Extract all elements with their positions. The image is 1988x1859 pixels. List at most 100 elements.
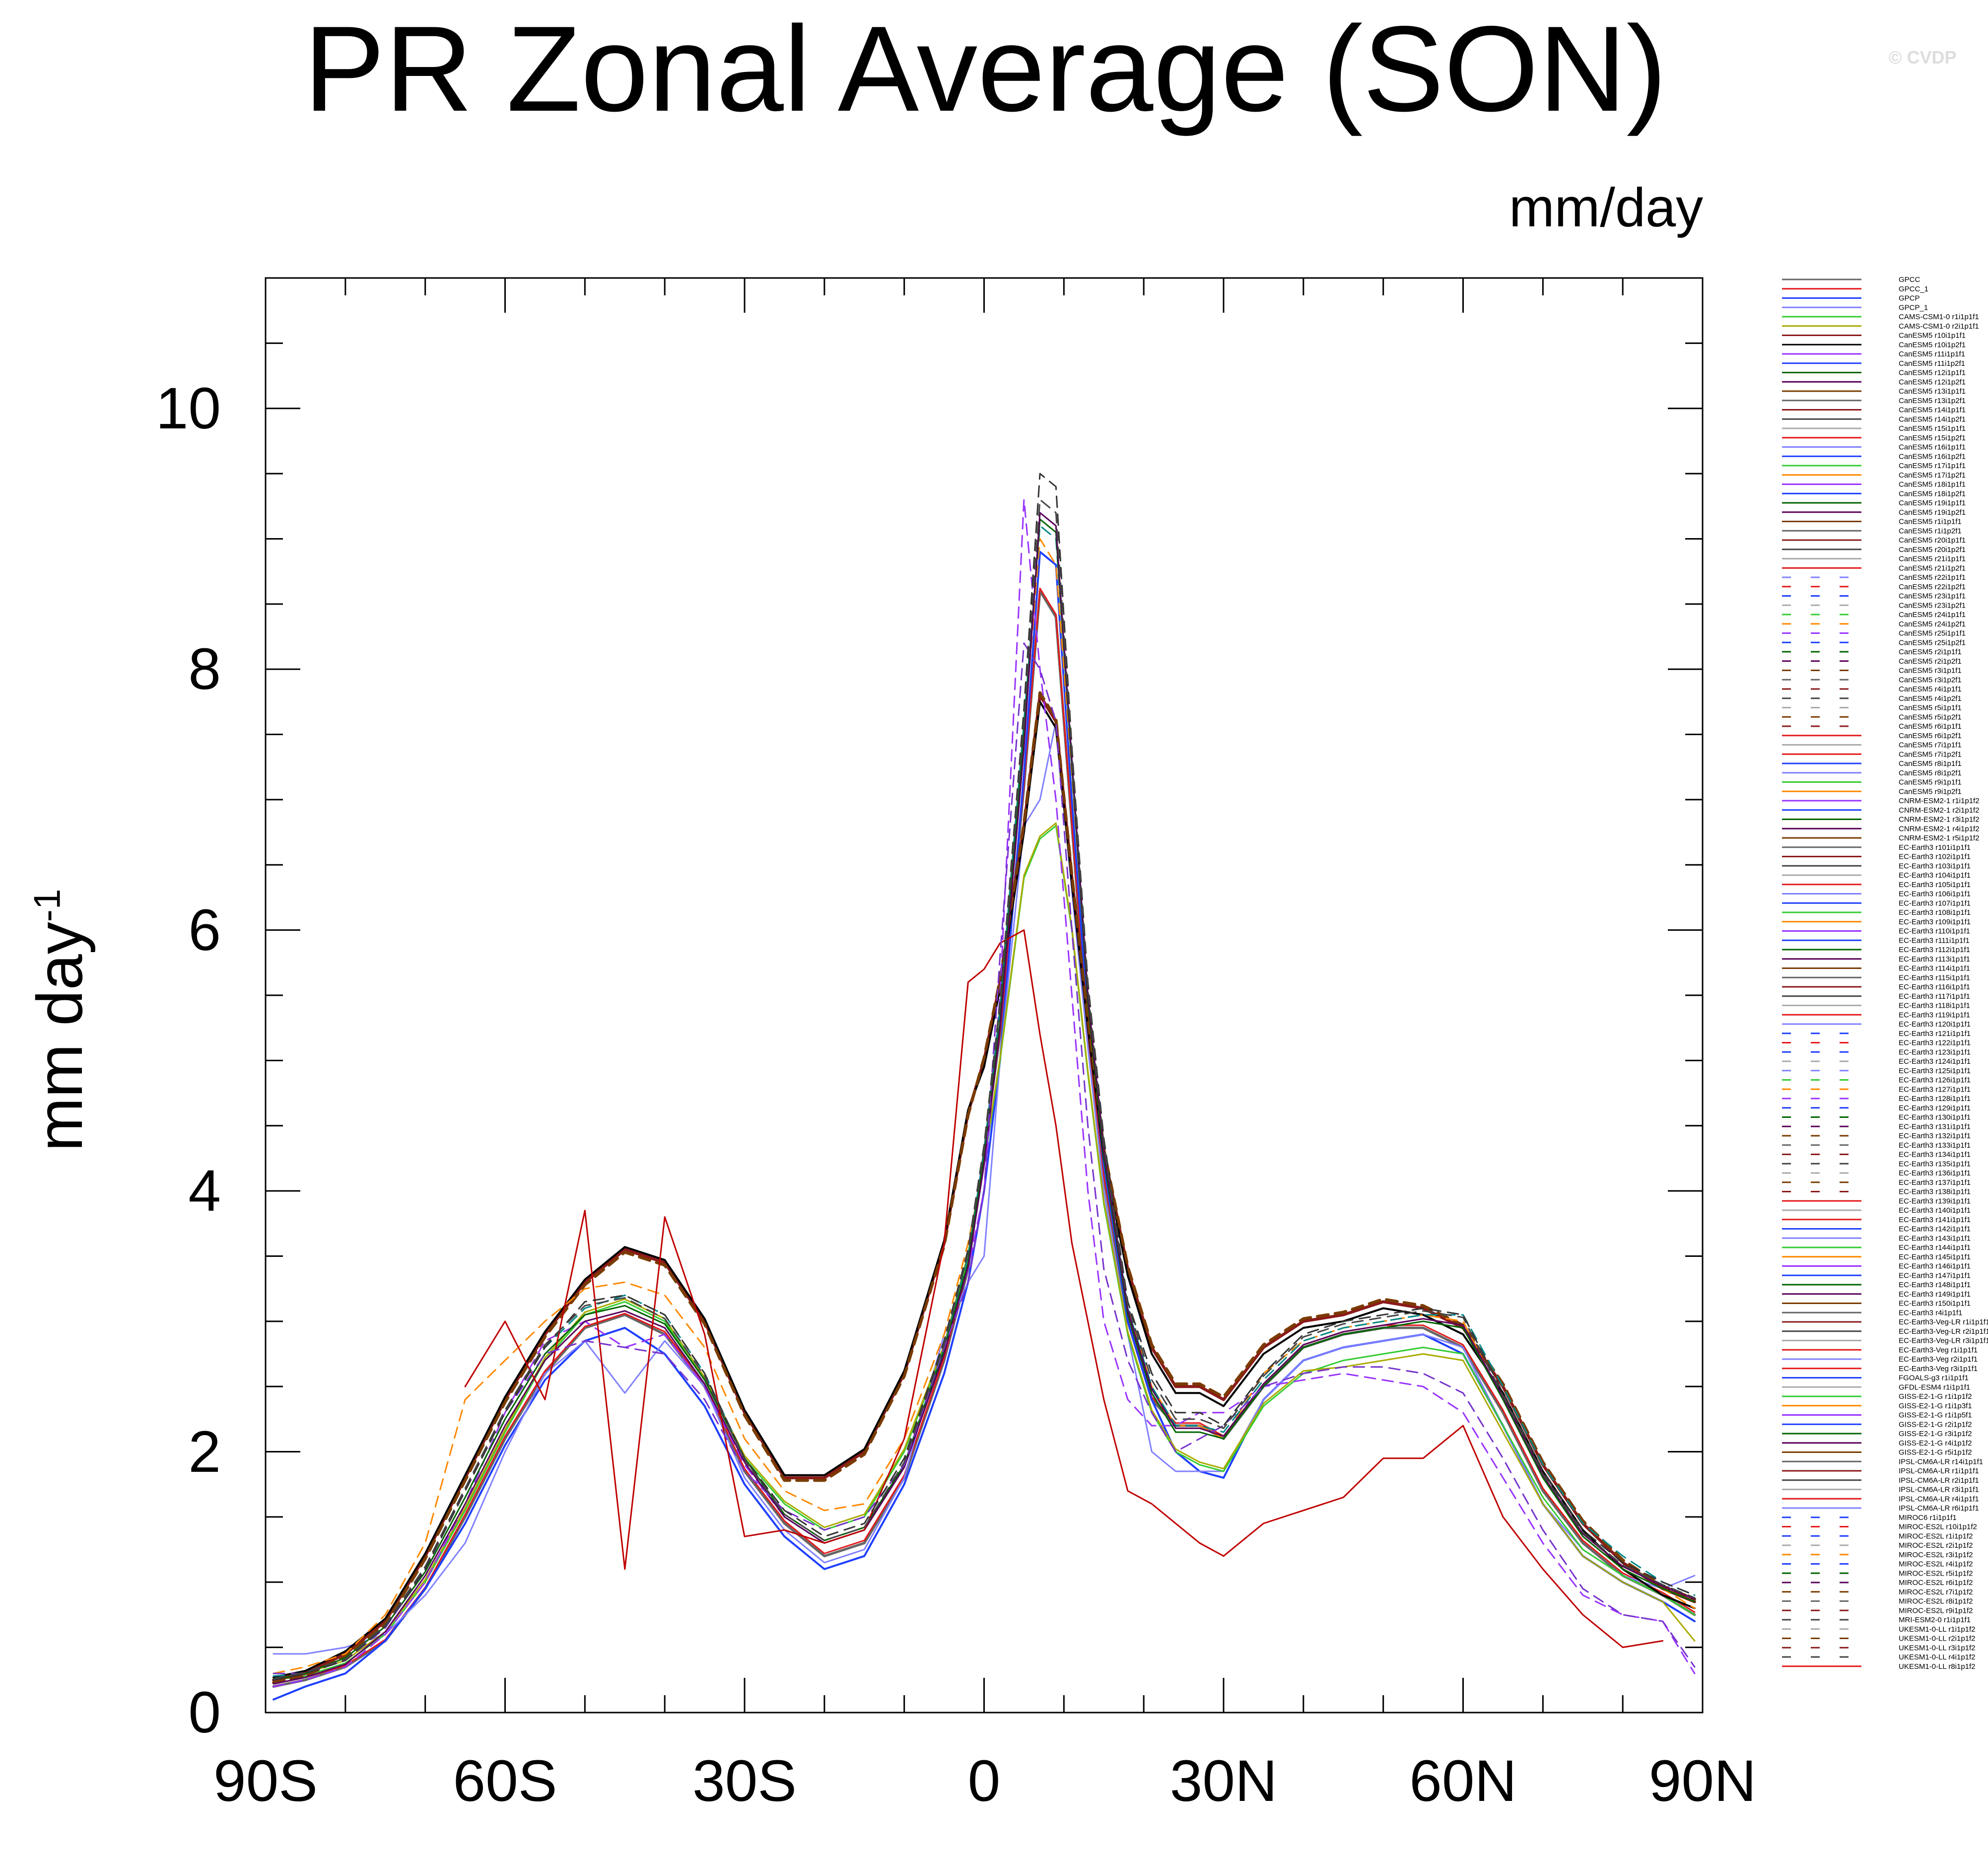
legend-label: GISS-E2-1-G r2i1p1f2: [1899, 1420, 1972, 1429]
legend-entry: IPSL-CM6A-LR r1i1p1f1: [1782, 1467, 1979, 1475]
legend-label: UKESM1-0-LL r3i1p1f2: [1899, 1644, 1976, 1652]
legend-label: CanESM5 r16i1p1f1: [1899, 443, 1966, 452]
legend-entry: CanESM5 r18i1p1f1: [1782, 481, 1966, 489]
series-lines: [272, 473, 1696, 1701]
legend-label: EC-Earth3 r111i1p1f1: [1899, 936, 1970, 945]
legend-label: EC-Earth3 r118i1p1f1: [1899, 1002, 1970, 1010]
legend-entry: CanESM5 r5i1p1f1: [1782, 704, 1962, 712]
legend-label: EC-Earth3-Veg r2i1p1f1: [1899, 1355, 1978, 1364]
legend-entry: EC-Earth3 r112i1p1f1: [1782, 946, 1970, 954]
legend-label: EC-Earth3 r141i1p1f1: [1899, 1216, 1971, 1224]
legend-entry: CNRM-ESM2-1 r1i1p1f2: [1782, 797, 1980, 805]
legend-label: CanESM5 r16i1p2f1: [1899, 452, 1966, 461]
legend-label: CanESM5 r6i1p2f1: [1899, 732, 1962, 740]
legend-label: EC-Earth3 r116i1p1f1: [1899, 983, 1970, 991]
legend-label: MIROC-ES2L r2i1p1f2: [1899, 1541, 1973, 1550]
legend-entry: EC-Earth3-Veg r2i1p1f1: [1782, 1355, 1978, 1364]
legend-entry: CanESM5 r19i1p2f1: [1782, 508, 1966, 517]
legend-label: GFDL-ESM4 r1i1p1f1: [1899, 1383, 1970, 1391]
legend-entry: EC-Earth3 r119i1p1f1: [1782, 1011, 1970, 1019]
legend-label: CanESM5 r18i1p1f1: [1899, 481, 1966, 489]
legend-entry: EC-Earth3 r137i1p1f1: [1782, 1178, 1971, 1187]
legend-label: CanESM5 r8i1p1f1: [1899, 759, 1962, 768]
legend-entry: CanESM5 r11i1p1f1: [1782, 350, 1965, 358]
legend-entry: CNRM-ESM2-1 r2i1p1f2: [1782, 806, 1980, 815]
legend-label: CanESM5 r8i1p2f1: [1899, 769, 1962, 777]
y-tick-label: 4: [188, 1158, 221, 1224]
legend-label: CanESM5 r19i1p2f1: [1899, 508, 1966, 517]
series-line: [273, 825, 1696, 1681]
legend-entry: CanESM5 r21i1p1f1: [1782, 555, 1966, 563]
legend-label: IPSL-CM6A-LR r6i1p1f1: [1899, 1504, 1979, 1513]
legend-entry: EC-Earth3 r149i1p1f1: [1782, 1290, 1971, 1299]
legend-label: CanESM5 r22i1p2f1: [1899, 583, 1966, 591]
legend-entry: CanESM5 r7i1p1f1: [1782, 741, 1962, 750]
legend-entry: EC-Earth3 r128i1p1f1: [1782, 1095, 1971, 1103]
legend-label: CNRM-ESM2-1 r2i1p1f2: [1899, 806, 1980, 815]
legend-entry: GISS-E2-1-G r1i1p3f1: [1782, 1402, 1972, 1410]
legend-entry: EC-Earth3-Veg-LR r2i1p1f1: [1782, 1327, 1988, 1336]
legend-entry: EC-Earth3 r106i1p1f1: [1782, 890, 1971, 898]
x-tick-label: 60S: [453, 1748, 557, 1814]
legend-label: CanESM5 r11i1p1f1: [1899, 350, 1965, 358]
legend-label: EC-Earth3 r122i1p1f1: [1899, 1039, 1971, 1047]
legend-label: EC-Earth3 r143i1p1f1: [1899, 1234, 1971, 1242]
legend-label: EC-Earth3 r106i1p1f1: [1899, 890, 1971, 898]
units-label: mm/day: [1509, 177, 1704, 238]
legend-label: EC-Earth3 r127i1p1f1: [1899, 1085, 1971, 1094]
legend-label: CanESM5 r1i1p2f1: [1899, 527, 1962, 535]
legend-label: CanESM5 r13i1p2f1: [1899, 397, 1966, 405]
legend-label: GPCP: [1899, 294, 1920, 303]
legend-entry: CanESM5 r3i1p1f1: [1782, 667, 1962, 675]
legend-label: CanESM5 r19i1p1f1: [1899, 499, 1966, 507]
legend-entry: EC-Earth3 r129i1p1f1: [1782, 1104, 1971, 1112]
legend-label: MIROC-ES2L r3i1p1f2: [1899, 1551, 1973, 1559]
legend-label: EC-Earth3 r110i1p1f1: [1899, 927, 1970, 936]
plot-border: [265, 277, 1704, 1714]
legend-entry: GFDL-ESM4 r1i1p1f1: [1782, 1383, 1970, 1391]
legend-label: UKESM1-0-LL r4i1p1f2: [1899, 1653, 1976, 1661]
legend-entry: CanESM5 r23i1p2f1: [1782, 601, 1966, 610]
legend-label: EC-Earth3 r144i1p1f1: [1899, 1243, 1971, 1252]
legend-entry: CanESM5 r24i1p1f1: [1782, 611, 1966, 619]
legend-entry: EC-Earth3 r118i1p1f1: [1782, 1002, 1970, 1010]
legend-label: CanESM5 r24i1p1f1: [1899, 611, 1966, 619]
legend-label: GPCP_1: [1899, 303, 1928, 312]
legend-label: EC-Earth3 r140i1p1f1: [1899, 1206, 1971, 1215]
legend-label: CanESM5 r21i1p2f1: [1899, 564, 1966, 572]
series-line: [273, 587, 1696, 1685]
legend-label: FGOALS-g3 r1i1p1f1: [1899, 1374, 1969, 1382]
y-tick-label: 10: [155, 375, 221, 441]
legend-entry: EC-Earth3 r130i1p1f1: [1782, 1113, 1971, 1122]
legend-label: IPSL-CM6A-LR r2i1p1f1: [1899, 1476, 1979, 1485]
legend-entry: EC-Earth3 r144i1p1f1: [1782, 1243, 1971, 1252]
legend-entry: UKESM1-0-LL r8i1p1f2: [1782, 1662, 1976, 1671]
legend-entry: EC-Earth3 r123i1p1f1: [1782, 1048, 1971, 1056]
legend-label: CanESM5 r2i1p1f1: [1899, 648, 1962, 656]
legend-entry: FGOALS-g3 r1i1p1f1: [1782, 1374, 1969, 1382]
legend-label: EC-Earth3 r142i1p1f1: [1899, 1225, 1971, 1234]
legend-label: EC-Earth3 r102i1p1f1: [1899, 853, 1971, 861]
legend-label: EC-Earth3 r120i1p1f1: [1899, 1020, 1971, 1029]
legend-entry: MIROC-ES2L r9i1p1f2: [1782, 1606, 1973, 1615]
legend-label: MRI-ESM2-0 r1i1p1f1: [1899, 1616, 1971, 1624]
legend-label: CNRM-ESM2-1 r4i1p1f2: [1899, 825, 1980, 833]
legend-label: EC-Earth3 r130i1p1f1: [1899, 1113, 1971, 1122]
legend-entry: CanESM5 r12i1p2f1: [1782, 378, 1966, 386]
legend-label: CNRM-ESM2-1 r5i1p1f2: [1899, 834, 1980, 842]
legend-entry: CanESM5 r1i1p2f1: [1782, 527, 1962, 535]
legend-entry: CanESM5 r3i1p2f1: [1782, 676, 1962, 684]
legend-label: GISS-E2-1-G r1i1p5f1: [1899, 1411, 1972, 1420]
legend-label: EC-Earth3 r103i1p1f1: [1899, 862, 1971, 870]
series-line: [273, 551, 1696, 1701]
legend-label: CanESM5 r20i1p2f1: [1899, 546, 1966, 554]
legend-entry: CanESM5 r2i1p2f1: [1782, 657, 1962, 666]
legend-entry: CanESM5 r6i1p1f1: [1782, 722, 1962, 731]
legend-label: EC-Earth3 r129i1p1f1: [1899, 1104, 1971, 1112]
series-line: [273, 822, 1696, 1681]
legend-entry: MIROC-ES2L r2i1p1f2: [1782, 1541, 1973, 1550]
legend-entry: EC-Earth3 r120i1p1f1: [1782, 1020, 1971, 1029]
legend-label: CanESM5 r25i1p2f1: [1899, 638, 1966, 647]
legend-label: CanESM5 r9i1p2f1: [1899, 787, 1962, 796]
